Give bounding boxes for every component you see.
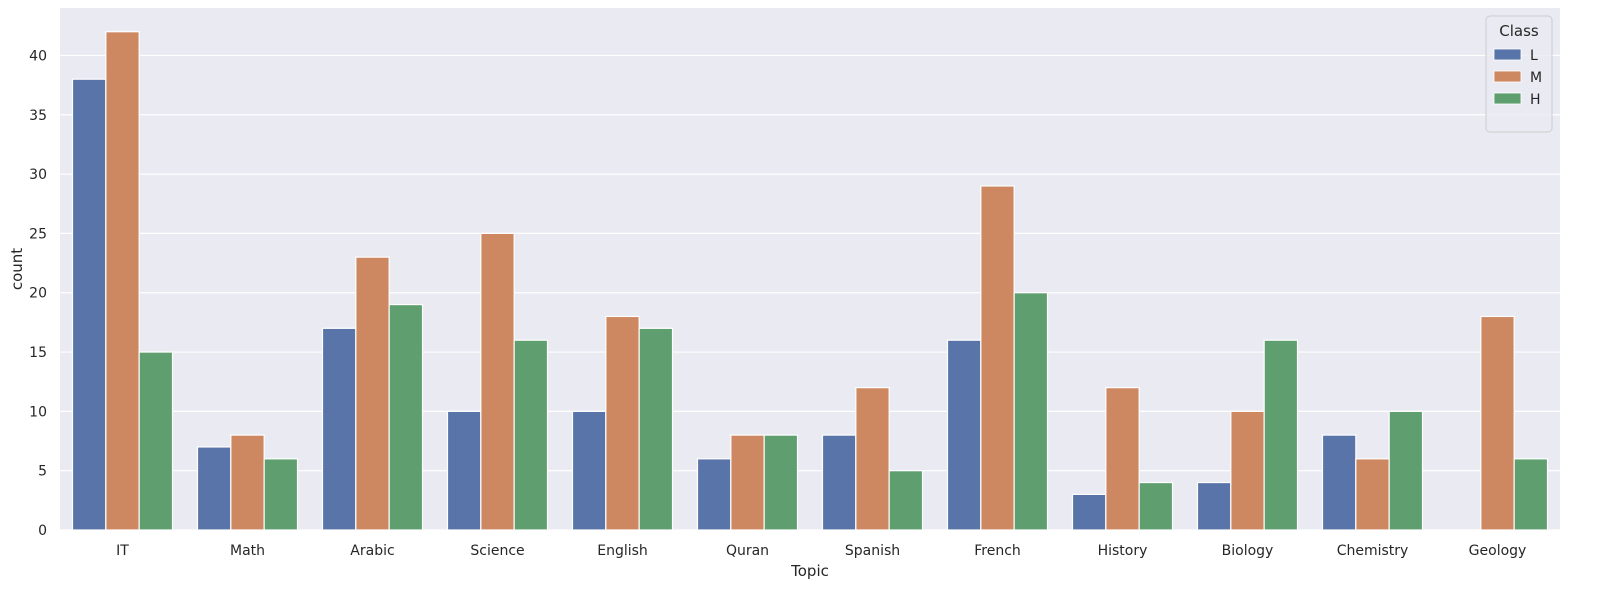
bar-H-french — [1013, 292, 1049, 531]
legend-label-M: M — [1530, 70, 1542, 86]
legend-swatch-M — [1493, 70, 1522, 83]
y-tick-label: 35 — [29, 108, 47, 124]
x-tick-label: French — [974, 543, 1021, 559]
bar-L-math — [196, 446, 232, 531]
x-tick-label: IT — [116, 543, 129, 559]
x-tick-label: Math — [230, 543, 265, 559]
y-tick-label: 20 — [29, 286, 47, 302]
y-tick-label: 5 — [38, 464, 47, 480]
legend-title: Class — [1499, 22, 1539, 40]
bar-L-quran — [696, 458, 732, 531]
bar-M-it — [105, 31, 140, 531]
bar-M-arabic — [355, 256, 390, 531]
y-tick-label: 10 — [29, 404, 47, 420]
legend: Class LMH — [1485, 15, 1553, 133]
bar-H-biology — [1263, 339, 1299, 531]
y-tick-label: 15 — [29, 345, 47, 361]
legend-swatch-L — [1493, 48, 1522, 61]
bar-L-spanish — [821, 434, 857, 531]
y-tick-label: 0 — [38, 523, 47, 539]
x-tick-label: Geology — [1469, 543, 1527, 559]
legend-label-L: L — [1530, 48, 1538, 64]
legend-label-H: H — [1530, 92, 1541, 108]
bar-M-science — [480, 232, 515, 531]
bar-L-french — [946, 339, 982, 531]
legend-swatch-H — [1493, 92, 1522, 105]
plot-background — [60, 8, 1560, 530]
x-tick-label: Biology — [1222, 543, 1274, 559]
x-axis-ticks: IT Math Arabic Science English Quran Spanish Fr… — [116, 543, 1526, 559]
bars — [71, 31, 1549, 531]
y-axis-ticks: 0 5 10 15 20 25 30 35 40 — [29, 48, 47, 539]
bar-M-chemistry — [1355, 458, 1390, 531]
bar-M-spanish — [855, 387, 890, 531]
bar-L-science — [446, 410, 482, 531]
bar-M-french — [980, 185, 1015, 531]
bar-H-history — [1138, 481, 1174, 531]
bar-H-quran — [763, 434, 799, 531]
bar-M-geology — [1480, 315, 1515, 531]
x-tick-label: Science — [470, 543, 524, 559]
x-tick-label: Arabic — [350, 543, 394, 559]
y-tick-label: 30 — [29, 167, 47, 183]
bar-M-biology — [1230, 410, 1265, 531]
bar-H-chemistry — [1388, 410, 1424, 531]
bar-M-english — [605, 315, 640, 531]
bar-L-english — [571, 410, 607, 531]
y-tick-label: 25 — [29, 226, 47, 242]
bar-H-english — [638, 327, 674, 531]
bar-M-math — [230, 434, 265, 531]
bar-L-history — [1071, 493, 1107, 531]
x-tick-label: Spanish — [845, 543, 900, 559]
x-tick-label: Chemistry — [1337, 543, 1409, 559]
bar-L-arabic — [321, 327, 357, 531]
bar-H-math — [263, 458, 299, 531]
bar-H-science — [513, 339, 549, 531]
x-axis-label: Topic — [790, 562, 829, 580]
bar-M-quran — [730, 434, 765, 531]
x-tick-label: History — [1098, 543, 1148, 559]
bar-H-spanish — [888, 470, 924, 531]
y-axis-label: count — [8, 248, 26, 290]
bar-L-chemistry — [1321, 434, 1357, 531]
grid-lines — [60, 54, 1560, 531]
legend-items: LMH — [1493, 48, 1542, 108]
x-tick-label: Quran — [726, 543, 769, 559]
x-tick-label: English — [597, 543, 648, 559]
bar-M-history — [1105, 387, 1140, 531]
bar-H-arabic — [388, 303, 424, 531]
bar-H-geology — [1513, 458, 1549, 531]
y-tick-label: 40 — [29, 48, 47, 64]
bar-H-it — [138, 351, 174, 531]
bar-L-it — [71, 78, 107, 531]
bar-L-biology — [1196, 481, 1232, 531]
